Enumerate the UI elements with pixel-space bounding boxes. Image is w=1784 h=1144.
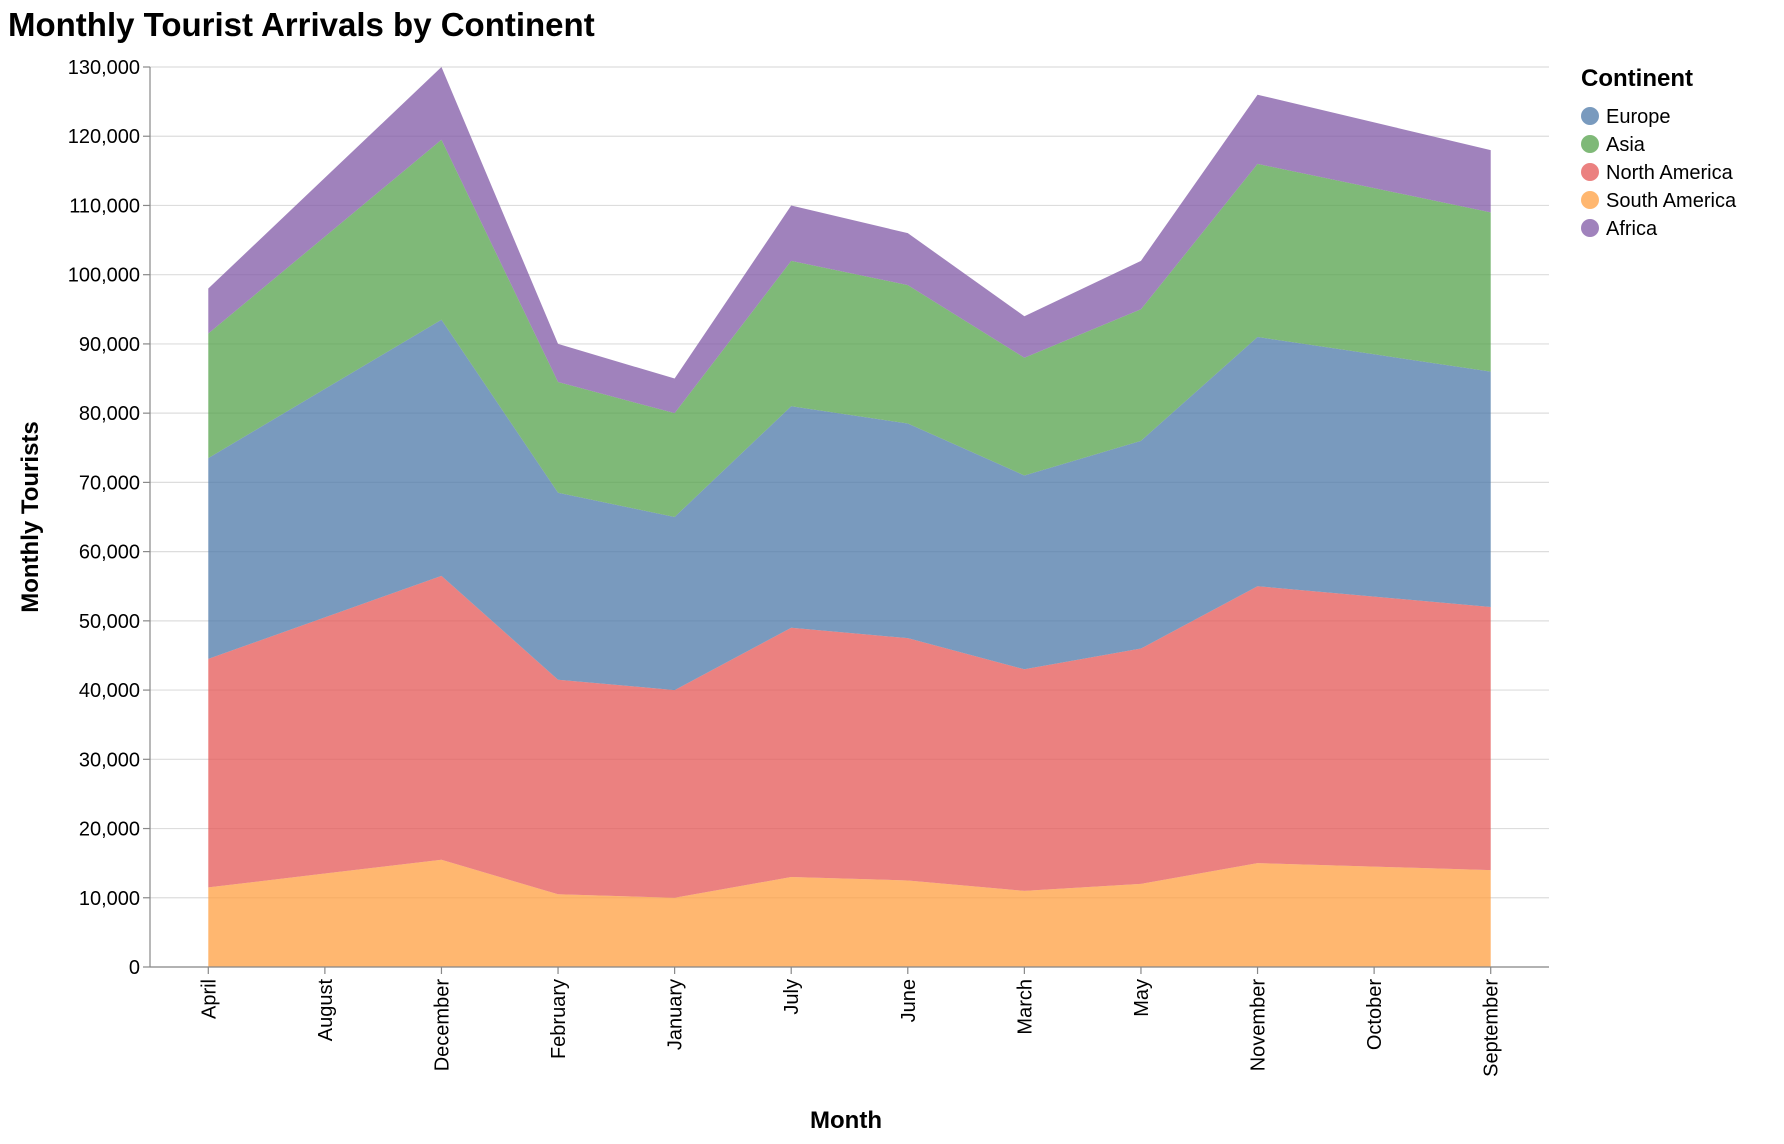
y-tick-label: 120,000 [68, 126, 140, 148]
legend-label-asia: Asia [1606, 134, 1646, 156]
legend-swatch-africa [1581, 219, 1599, 237]
legend-title: Continent [1581, 65, 1693, 92]
legend: Continent Europe Asia North America South A… [1581, 65, 1737, 240]
axis-layer: 0 10,000 20,000 30,000 40,000 50,000 60,000 70,… [68, 57, 1549, 1077]
x-tick-label: December [431, 979, 453, 1072]
legend-swatch-europe [1581, 107, 1599, 125]
y-tick-label: 70,000 [79, 472, 140, 494]
area-europe [208, 319, 1491, 691]
y-tick-label: 90,000 [79, 334, 140, 356]
chart-title: Monthly Tourist Arrivals by Continent [8, 6, 595, 43]
area-south-america [208, 859, 1491, 967]
x-tick-label: August [315, 979, 337, 1042]
y-tick-label: 30,000 [79, 749, 140, 771]
x-tick-label: March [1014, 979, 1036, 1035]
area-layer [208, 67, 1491, 967]
area-asia [208, 139, 1491, 517]
y-tick-label: 10,000 [79, 888, 140, 910]
x-tick-label: May [1131, 979, 1153, 1017]
x-tick-label: February [548, 979, 570, 1059]
y-tick-label: 130,000 [68, 57, 140, 79]
y-tick-label: 110,000 [69, 195, 140, 217]
y-tick-label: 0 [129, 957, 140, 979]
legend-label-europe: Europe [1606, 106, 1671, 128]
legend-swatch-asia [1581, 135, 1599, 153]
legend-swatch-north-america [1581, 163, 1599, 181]
x-tick-label: September [1481, 979, 1503, 1077]
legend-label-north-america: North America [1606, 162, 1734, 184]
x-tick-label: November [1248, 979, 1270, 1072]
area-north-america [208, 575, 1491, 898]
y-tick-label: 60,000 [79, 542, 140, 564]
area-africa [208, 67, 1491, 414]
y-tick-label: 80,000 [79, 403, 140, 425]
x-axis-title: Month [810, 1107, 882, 1134]
x-tick-label: July [781, 979, 803, 1015]
y-tick-label: 20,000 [79, 819, 140, 841]
y-tick-label: 100,000 [68, 265, 140, 287]
y-axis-title: Monthly Tourists [17, 421, 44, 613]
legend-swatch-south-america [1581, 191, 1599, 209]
y-tick-label: 50,000 [79, 611, 140, 633]
legend-label-south-america: South America [1606, 190, 1737, 212]
legend-items: Europe Asia North America South America Afri… [1581, 106, 1737, 240]
x-tick-label: April [198, 979, 220, 1019]
legend-label-africa: Africa [1606, 218, 1658, 240]
x-tick-label: June [898, 979, 920, 1022]
y-tick-label: 40,000 [79, 680, 140, 702]
x-tick-label: January [665, 979, 687, 1050]
x-tick-label: October [1364, 979, 1386, 1050]
